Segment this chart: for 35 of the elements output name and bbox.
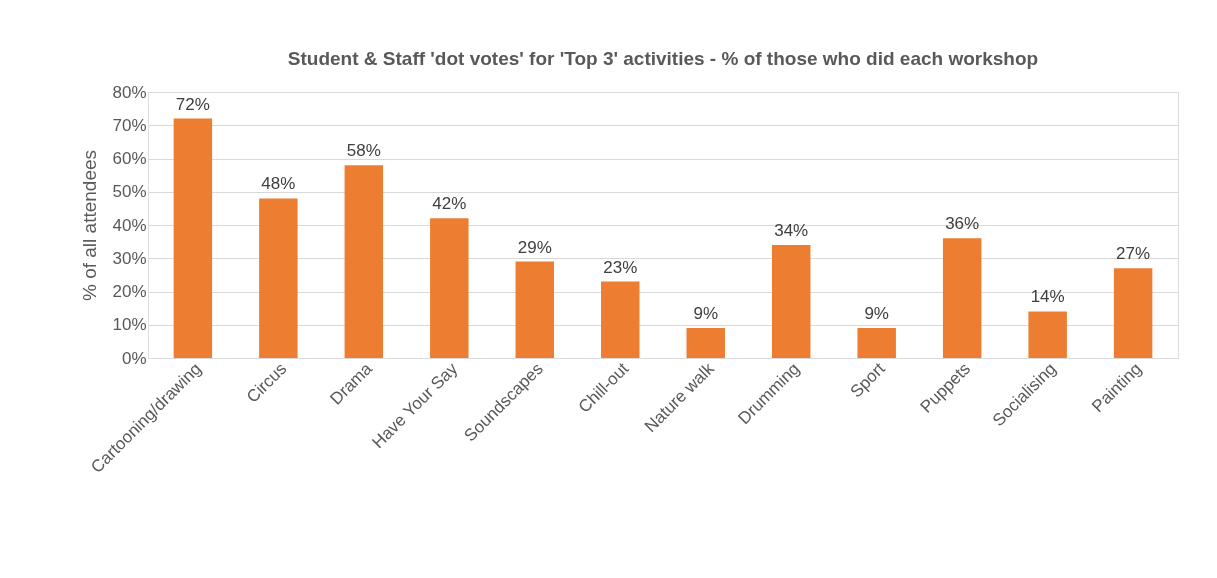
bar <box>430 218 469 358</box>
bar <box>857 328 896 358</box>
y-tick-label: 70% <box>112 115 147 135</box>
data-label: 23% <box>603 257 638 277</box>
data-label: 58% <box>346 141 381 161</box>
bar <box>1028 311 1067 358</box>
bar <box>173 118 213 358</box>
data-label: 29% <box>517 237 552 257</box>
bar <box>771 244 811 358</box>
y-tick-label: 50% <box>112 182 147 202</box>
y-axis-title: % of all attendees <box>79 149 101 302</box>
data-label: 72% <box>175 94 210 114</box>
y-tick-label: 30% <box>112 248 147 268</box>
bar <box>686 328 725 358</box>
bar <box>942 238 982 358</box>
y-tick-label: 40% <box>112 215 147 235</box>
bar <box>601 281 640 358</box>
y-tick-label: 60% <box>112 149 147 168</box>
data-label: 9% <box>693 304 719 324</box>
data-label: 48% <box>261 174 296 194</box>
bar <box>259 198 298 358</box>
data-label: 34% <box>774 220 809 240</box>
y-tick-label: 0% <box>121 348 147 368</box>
data-label: 27% <box>1116 244 1151 264</box>
data-label: 36% <box>945 214 980 234</box>
bar <box>1113 268 1153 358</box>
data-label: 42% <box>432 194 467 214</box>
chart-title: Student & Staff 'dot votes' for 'Top 3' activities - % of those who did each workshop <box>287 48 1039 69</box>
y-tick-label: 10% <box>112 315 147 335</box>
bar <box>515 261 555 358</box>
y-tick-label: 20% <box>112 282 147 301</box>
bar <box>344 165 384 358</box>
data-label: 14% <box>1030 287 1065 307</box>
data-label: 9% <box>864 304 889 324</box>
y-tick-label: 80% <box>112 82 147 102</box>
